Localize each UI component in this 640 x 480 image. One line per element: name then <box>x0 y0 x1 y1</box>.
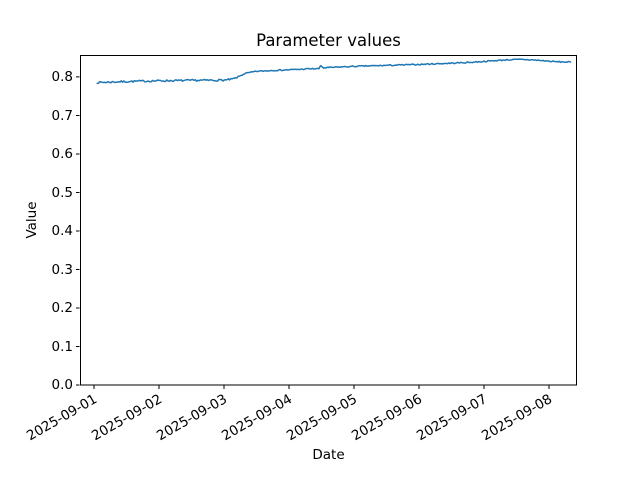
chart-title: Parameter values <box>256 31 401 50</box>
axes-spines <box>80 55 577 386</box>
series-line <box>96 58 572 85</box>
y-tick-label: 0.1 <box>51 338 73 355</box>
y-tick-label: 0.5 <box>51 184 73 201</box>
y-tick-label: 0.8 <box>51 68 73 85</box>
y-tick-label: 0.4 <box>51 223 73 239</box>
tick-marks <box>76 76 550 389</box>
y-tick-label: 0.3 <box>51 261 73 278</box>
y-tick-label: 0.2 <box>51 300 73 316</box>
y-tick-label: 0.7 <box>51 107 73 124</box>
y-tick-label: 0.6 <box>51 146 73 162</box>
y-tick-label: 0.0 <box>51 377 73 393</box>
x-axis-label: Date <box>312 447 345 463</box>
